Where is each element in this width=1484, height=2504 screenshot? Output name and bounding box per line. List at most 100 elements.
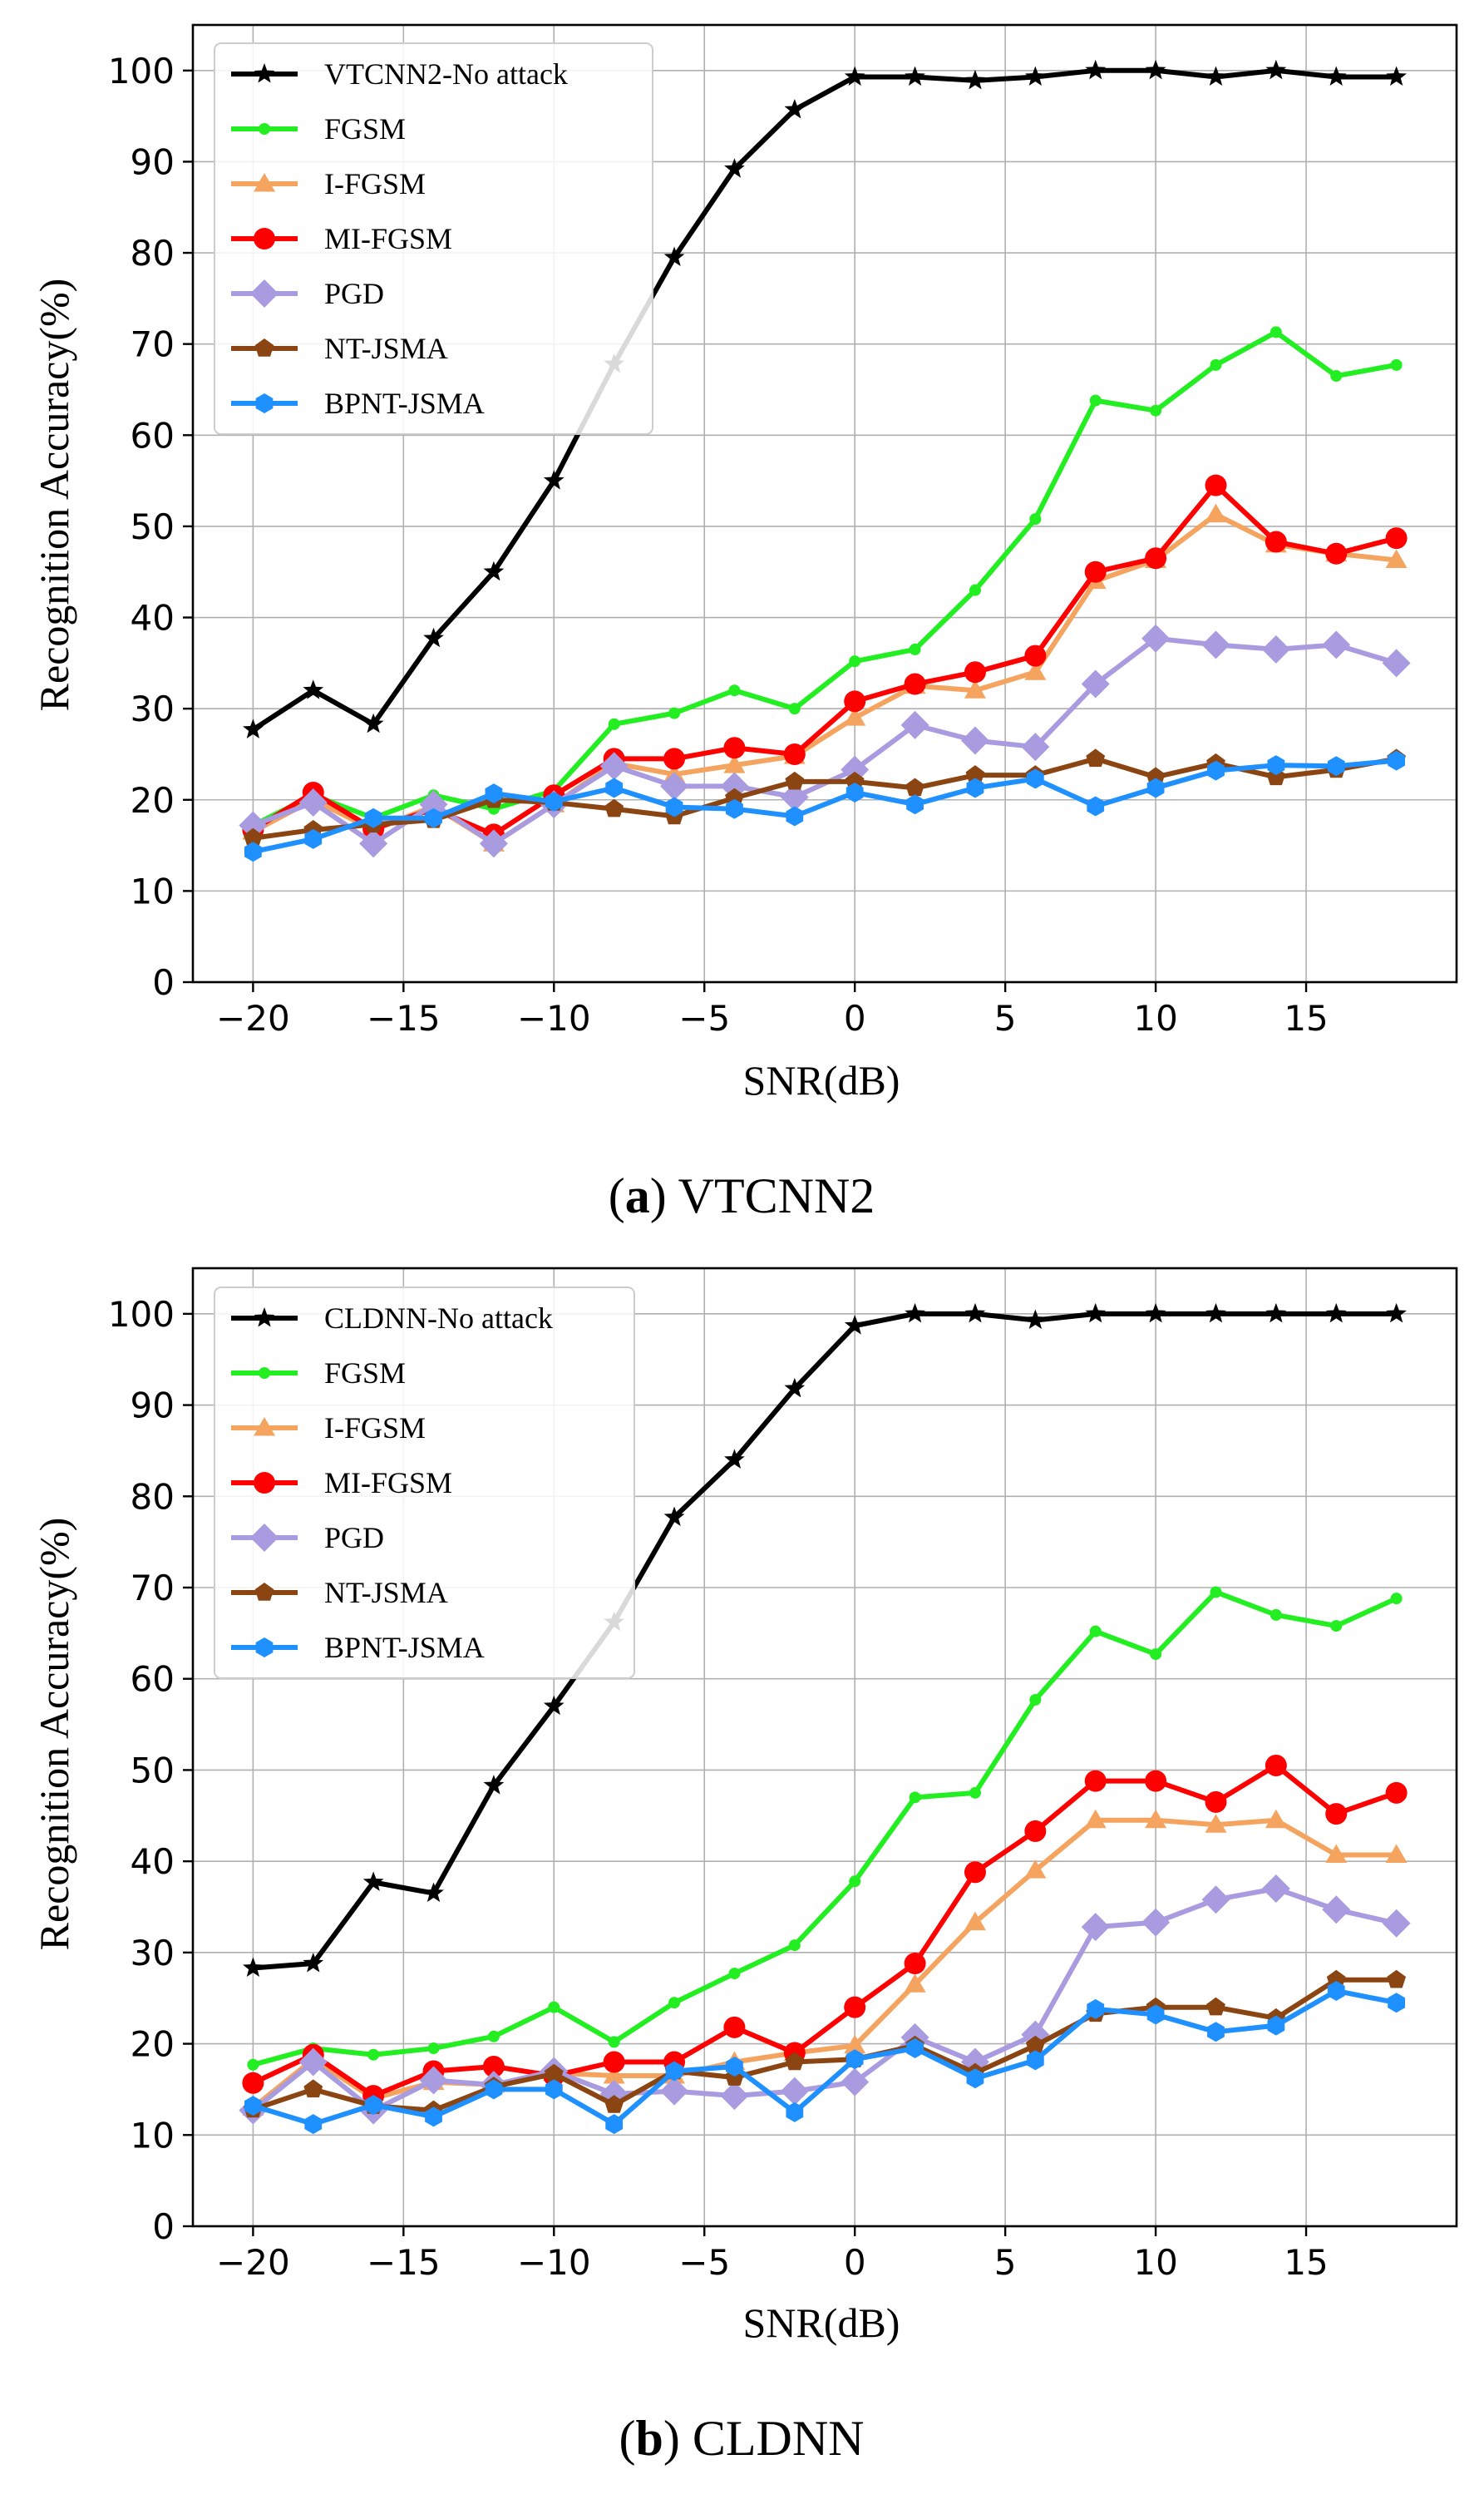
data-point [1265, 1754, 1287, 1776]
data-point [545, 2079, 563, 2100]
legend-box [214, 42, 653, 435]
data-point [1261, 1874, 1290, 1904]
legend-marker [254, 1583, 274, 1601]
caption: (a) VTCNN2 [609, 1168, 875, 1223]
data-point [242, 2072, 264, 2094]
data-point [905, 1302, 925, 1323]
data-point [964, 661, 986, 684]
data-point [784, 1377, 806, 1398]
y-tick-label: 20 [131, 2024, 175, 2065]
y-tick-label: 100 [108, 1294, 175, 1335]
data-point [1325, 542, 1348, 565]
legend-label: PGD [324, 277, 384, 310]
series-line [252, 1988, 1398, 2127]
series-line [251, 67, 1397, 732]
data-point [1201, 1885, 1230, 1914]
chart-panel-cldnn: −20 −15 −10 −5 0 5 10 15 0 10 20 30 40 50 60 70 80 90 100 C… [31, 1267, 1458, 2466]
x-tick-label: 10 [1133, 998, 1177, 1039]
data-point [1327, 756, 1345, 777]
x-tick-label: 10 [1133, 2242, 1177, 2283]
data-point [841, 2067, 870, 2097]
data-point [960, 726, 989, 755]
data-point [1265, 1809, 1287, 1829]
legend-marker [250, 279, 279, 308]
data-point [849, 655, 861, 668]
data-point [1150, 1648, 1162, 1661]
legend: VTCNN2-No attack FGSM I-FGSM MI-FGSM PGD NT-J… [214, 42, 653, 435]
data-point [1024, 661, 1047, 680]
data-point [1388, 750, 1406, 771]
data-point [485, 783, 503, 804]
data-point [543, 1695, 565, 1716]
data-point [362, 1871, 384, 1891]
data-point [1387, 1969, 1407, 1988]
data-point [544, 2063, 564, 2082]
data-point [1141, 624, 1171, 653]
data-point [1385, 527, 1408, 550]
x-tick-label: −5 [678, 998, 730, 1039]
x-tick-label: 5 [994, 998, 1017, 1039]
data-point [243, 719, 264, 738]
legend-entry: NT-JSMA [231, 332, 448, 365]
data-point [419, 2066, 448, 2095]
data-point [909, 643, 921, 655]
data-point [668, 707, 681, 719]
legend-label: I-FGSM [324, 1411, 426, 1445]
legend-entry: I-FGSM [231, 1411, 426, 1445]
data-point [788, 703, 801, 715]
data-point [603, 2064, 625, 2084]
caption-text: CLDNN [693, 2411, 865, 2466]
data-point [965, 765, 985, 783]
legend-label: NT-JSMA [324, 1576, 448, 1609]
caption-label: b [635, 2411, 663, 2466]
data-point [726, 2057, 743, 2077]
series-line [252, 1977, 1397, 2113]
data-point [239, 811, 268, 840]
data-point [1385, 549, 1408, 568]
y-tick-label: 0 [152, 2206, 175, 2247]
data-point [724, 1449, 745, 1469]
data-point [904, 673, 926, 695]
legend-entry: BPNT-JSMA [231, 387, 485, 420]
data-point [1145, 1770, 1167, 1792]
legend-label: FGSM [324, 112, 406, 146]
data-point [1382, 649, 1411, 678]
data-point [844, 1996, 866, 2018]
data-point [660, 772, 689, 801]
data-point [784, 98, 806, 119]
x-tick-label: −20 [216, 2242, 290, 2283]
data-point [605, 2114, 624, 2135]
plot-area: −20 −15 −10 −5 0 5 10 15 0 10 20 30 40 50 60 70 80 90 100 C… [108, 1267, 1458, 2283]
data-point [1325, 66, 1347, 86]
legend-marker [254, 1417, 275, 1436]
data-point [485, 2079, 503, 2100]
data-point [482, 2056, 505, 2077]
y-tick-label: 10 [131, 871, 175, 911]
plot-frame [191, 23, 1458, 984]
series-i-fgsm [242, 1809, 1408, 2116]
data-point [660, 2077, 689, 2106]
data-point [725, 788, 744, 807]
data-point [1084, 1809, 1107, 1829]
data-point [1210, 358, 1222, 371]
y-tick-label: 50 [131, 506, 175, 547]
y-tick-label: 0 [152, 962, 175, 1003]
data-point [780, 2077, 809, 2106]
data-point [783, 743, 806, 765]
data-point [909, 1791, 921, 1804]
data-point [1205, 1814, 1227, 1833]
series-line [252, 1762, 1398, 2099]
data-point [1265, 531, 1287, 553]
data-point [1141, 1908, 1171, 1937]
data-point [608, 2036, 620, 2048]
legend-marker [259, 1367, 270, 1379]
data-point [1087, 1998, 1105, 2019]
data-point [1385, 1844, 1408, 1863]
chart-panel-vtcnn2: −20 −15 −10 −5 0 5 10 15 0 10 20 30 40 50 60 70 80 90 100 V… [31, 23, 1458, 1223]
x-tick-label: −15 [367, 2242, 441, 2283]
axis-ticks: −20 −15 −10 −5 0 5 10 15 0 10 20 30 40 50 60 70 80 90 100 [108, 51, 1329, 1039]
data-point [425, 808, 442, 828]
series-line [251, 1817, 1397, 2110]
grid [193, 25, 1457, 983]
data-point [545, 791, 563, 812]
